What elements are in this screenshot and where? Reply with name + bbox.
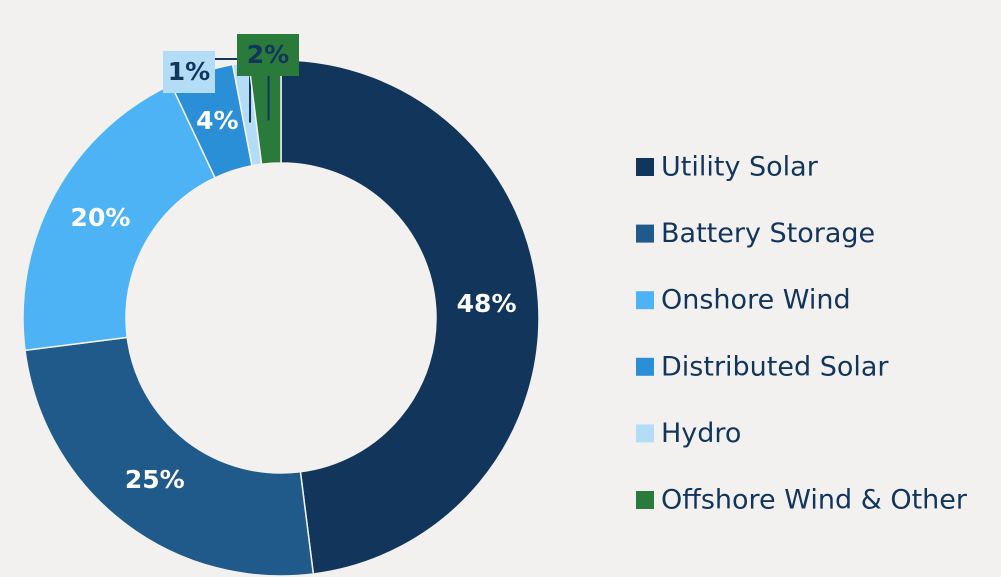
- legend-label: Hydro: [661, 418, 741, 449]
- value-label: 25%: [125, 465, 185, 494]
- donut-slice: [22, 83, 217, 352]
- legend-label: Battery Storage: [661, 218, 875, 249]
- legend-swatch: [636, 357, 654, 376]
- value-label: 48%: [457, 289, 517, 318]
- donut-slice: [280, 59, 540, 575]
- callout-box: [237, 34, 299, 76]
- legend-label: Offshore Wind & Other: [661, 485, 968, 516]
- callout-box: [163, 51, 215, 93]
- legend-swatch: [636, 491, 654, 509]
- donut-slice: [24, 336, 315, 577]
- legend-swatch: [636, 424, 654, 443]
- value-label: 1%: [168, 57, 210, 86]
- value-label: 4%: [196, 106, 238, 135]
- legend-label: Distributed Solar: [661, 351, 889, 382]
- legend-swatch: [636, 224, 654, 243]
- value-label: 2%: [247, 40, 289, 69]
- legend-swatch: [636, 291, 654, 310]
- value-label: 20%: [71, 203, 131, 232]
- legend-label: Utility Solar: [661, 152, 819, 183]
- legend-swatch: [636, 158, 654, 176]
- legend-label: Onshore Wind: [661, 285, 851, 316]
